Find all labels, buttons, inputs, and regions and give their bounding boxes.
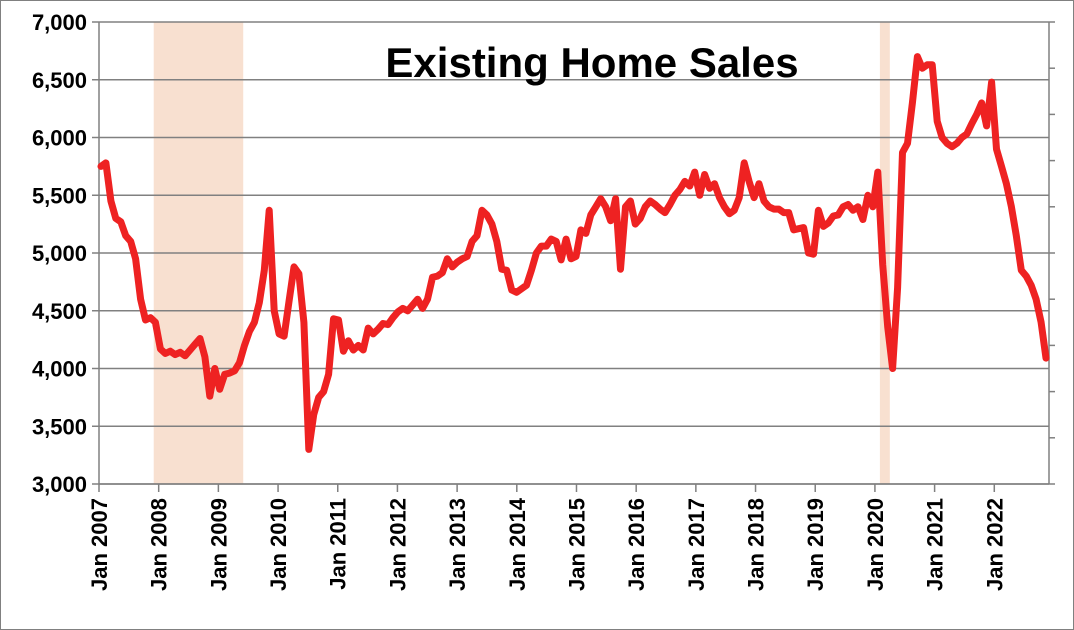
x-tick-label: Jan 2014 [505, 497, 530, 591]
x-tick-label: Jan 2010 [266, 498, 291, 591]
chart-title: Existing Home Sales [385, 39, 798, 86]
y-tick-label: 7,000 [32, 10, 87, 35]
x-tick-label: Jan 2018 [744, 498, 769, 591]
x-tick-label: Jan 2016 [624, 498, 649, 591]
x-tick-label: Jan 2020 [863, 498, 888, 591]
series-layer [97, 53, 1050, 453]
x-tick-label: Jan 2017 [684, 498, 709, 591]
y-tick-label: 3,000 [32, 472, 87, 497]
y-tick-labels: 3,000 3,500 4,000 4,500 5,000 5,500 6,000 6,500… [32, 10, 87, 497]
y-tick-label: 6,000 [32, 126, 87, 151]
y-tick-label: 6,500 [32, 68, 87, 93]
y-tick-label: 3,500 [32, 414, 87, 439]
y-tick-label: 5,000 [32, 241, 87, 266]
x-tick-label: Jan 2008 [147, 498, 172, 591]
y-tick-label: 4,500 [32, 299, 87, 324]
x-tick-label: Jan 2015 [564, 498, 589, 591]
x-tick-labels: Jan 2007 Jan 2008 Jan 2009 Jan 2010 Jan 2011… [87, 484, 1007, 591]
x-tick-label: Jan 2009 [206, 498, 231, 591]
y-tick-label: 4,000 [32, 357, 87, 382]
y-tick-label: 5,500 [32, 183, 87, 208]
gridlines [92, 21, 1049, 485]
x-tick-label: Jan 2013 [445, 498, 470, 591]
x-tick-label: Jan 2021 [923, 498, 948, 591]
x-tick-label: Jan 2022 [982, 498, 1007, 591]
axes [98, 21, 1055, 485]
x-tick-label: Jan 2012 [385, 498, 410, 591]
series-line-0 [97, 53, 1050, 453]
x-tick-label: Jan 2011 [326, 498, 351, 590]
x-tick-label: Jan 2007 [87, 498, 112, 591]
x-tick-label: Jan 2019 [803, 498, 828, 591]
